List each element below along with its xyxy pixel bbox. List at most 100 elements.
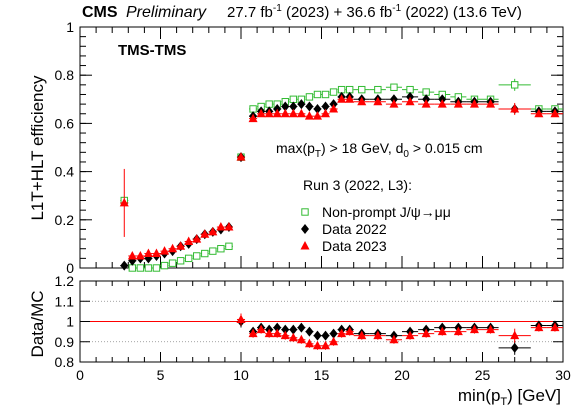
data2023-eff-point bbox=[329, 103, 339, 113]
x-tick-label: 5 bbox=[157, 367, 165, 383]
mc-eff-point bbox=[225, 242, 233, 251]
legend-mc-marker bbox=[301, 208, 309, 216]
mc-eff-point bbox=[374, 85, 382, 94]
data2023-ratio-point bbox=[272, 328, 282, 338]
mc-eff-point bbox=[176, 257, 185, 265]
data2023-ratio-point bbox=[421, 328, 431, 338]
data2023-eff-point bbox=[421, 99, 431, 108]
data2023-eff-point bbox=[264, 108, 274, 118]
ratio-y-tick-label: 0.9 bbox=[55, 334, 75, 350]
data2023-ratio-point bbox=[534, 322, 544, 332]
top-y-tick-label: 0.2 bbox=[55, 212, 75, 228]
data2023-eff-point bbox=[437, 99, 447, 108]
mc-eff-point bbox=[511, 81, 519, 89]
data2023-ratio-point bbox=[288, 332, 298, 342]
preliminary-label: Preliminary bbox=[126, 4, 207, 21]
data2023-ratio-point bbox=[236, 314, 246, 323]
top-y-tick-label: 1 bbox=[66, 19, 74, 35]
mc-eff-point bbox=[305, 93, 314, 101]
data2023-eff-point bbox=[160, 246, 170, 255]
trigger-label: TMS-TMS bbox=[118, 42, 186, 59]
legend-data2023-marker bbox=[300, 241, 310, 250]
data2023-eff-point bbox=[357, 96, 367, 106]
data2023-eff-point bbox=[534, 108, 544, 118]
data2023-eff-point bbox=[143, 248, 153, 258]
data2023-eff-point bbox=[373, 96, 383, 106]
data2022-eff-point bbox=[305, 101, 314, 112]
data2023-ratio-point bbox=[345, 326, 355, 336]
data2023-ratio-point bbox=[304, 338, 314, 348]
data2023-eff-point bbox=[321, 108, 331, 118]
legend-data2023-symbol bbox=[300, 241, 310, 250]
data2023-eff-point bbox=[184, 236, 194, 245]
top-y-tick-label: 0.8 bbox=[55, 67, 75, 83]
mc-eff-point bbox=[217, 245, 225, 253]
luminosity-label: 27.7 fb-1 (2023) + 36.6 fb-1 (2022) (13.… bbox=[227, 3, 522, 21]
mc-eff-point bbox=[390, 83, 398, 91]
legend-mc-label: Non-prompt J/ψ→μμ bbox=[322, 204, 451, 220]
data2023-ratio-point bbox=[256, 324, 266, 334]
data2023-eff-point bbox=[236, 152, 246, 161]
data2023-eff-point bbox=[510, 103, 520, 113]
data2023-ratio-point bbox=[437, 326, 447, 336]
top-y-tick-label: 0.6 bbox=[55, 115, 75, 131]
data2023-eff-point bbox=[288, 108, 298, 118]
data2022-ratio-point bbox=[329, 328, 338, 339]
top-panel-axes: 0 0.2 0.4 0.6 0.8 1 bbox=[55, 19, 564, 276]
data2022-eff-point bbox=[281, 101, 290, 112]
mc-eff-point bbox=[144, 264, 153, 272]
data2023-eff-point bbox=[453, 99, 463, 108]
cms-label: CMS bbox=[82, 4, 118, 21]
data2022-eff-point bbox=[321, 101, 330, 112]
run-label: Run 3 (2022, L3): bbox=[303, 177, 412, 193]
data2022-ratio-point bbox=[321, 330, 330, 341]
data2023-ratio-point bbox=[264, 328, 274, 338]
data2023-eff-point bbox=[216, 222, 226, 231]
x-tick-label: 15 bbox=[314, 367, 330, 383]
data2023-eff-point bbox=[127, 250, 137, 260]
legend: Non-prompt J/ψ→μμ Data 2022 Data 2023 bbox=[300, 204, 451, 254]
data2023-eff-point bbox=[248, 113, 258, 123]
ratio-y-tick-label: 1 bbox=[66, 314, 74, 330]
data2023-eff-point bbox=[168, 243, 178, 253]
data2023-ratio-point bbox=[510, 330, 520, 340]
selection-cut-label: max(pT) > 18 GeV, d0 > 0.015 cm bbox=[276, 140, 483, 160]
data2023-ratio-point bbox=[373, 330, 383, 340]
ratio-y-tick-label: 1.1 bbox=[55, 293, 75, 309]
data2023-eff-point bbox=[550, 108, 560, 118]
data2023-ratio-point bbox=[357, 330, 367, 340]
ratio-y-tick-label: 1.2 bbox=[55, 273, 75, 289]
top-panel-marks bbox=[119, 78, 563, 272]
data2023-eff-point bbox=[272, 108, 282, 118]
data2022-ratio-point bbox=[305, 326, 314, 337]
data2023-eff-point bbox=[119, 197, 129, 207]
legend-data2022-marker bbox=[301, 224, 309, 234]
mc-eff-point bbox=[184, 254, 193, 263]
data2022-eff-point bbox=[128, 255, 137, 266]
top-y-tick-label: 0 bbox=[66, 260, 74, 276]
data2023-eff-point bbox=[208, 226, 218, 236]
x-tick-label: 25 bbox=[475, 367, 491, 383]
data2023-eff-point bbox=[135, 250, 145, 260]
top-y-axis-label: L1T+HLT efficiency bbox=[28, 75, 47, 221]
x-tick-label: 0 bbox=[76, 367, 84, 383]
legend-data2022-label: Data 2022 bbox=[322, 221, 387, 237]
data2022-ratio-point bbox=[289, 324, 298, 335]
ratio-y-tick-label: 0.8 bbox=[55, 354, 75, 370]
data2023-ratio-point bbox=[405, 330, 415, 340]
ratio-panel-marks bbox=[236, 313, 563, 355]
data2023-eff-point bbox=[345, 94, 355, 103]
data2023-eff-point bbox=[192, 234, 202, 243]
mc-eff-point bbox=[168, 259, 177, 267]
data2022-eff-point bbox=[120, 260, 129, 271]
mc-eff-point bbox=[193, 252, 201, 260]
mc-eff-point bbox=[160, 261, 169, 270]
mc-eff-point bbox=[201, 249, 209, 258]
data2022-ratio-point bbox=[273, 322, 282, 333]
data2023-ratio-point bbox=[296, 334, 306, 344]
x-tick-label: 20 bbox=[394, 367, 410, 383]
data2023-ratio-point bbox=[453, 326, 463, 336]
data2023-eff-point bbox=[296, 108, 306, 118]
data2023-eff-point bbox=[304, 111, 314, 120]
